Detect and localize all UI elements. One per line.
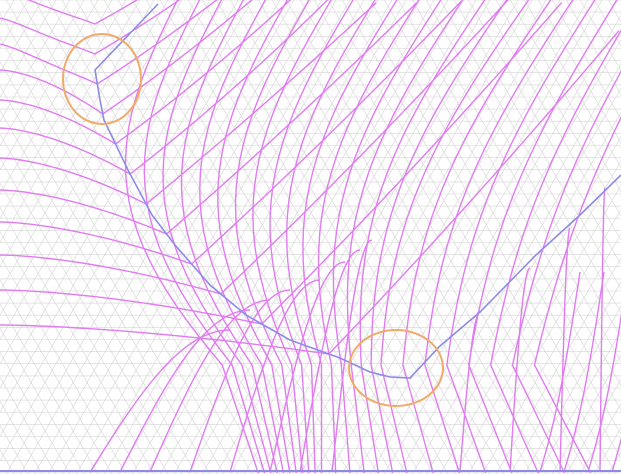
field-line-4 (0, 0, 292, 145)
field-line-22 (302, 0, 398, 473)
field-line-12 (124, 0, 259, 474)
field-line-40 (229, 279, 321, 473)
field-line-48 (539, 271, 581, 473)
field-line-38 (149, 299, 271, 473)
field-line-44 (459, 311, 481, 473)
field-line-14 (162, 0, 272, 474)
field-line-47 (599, 187, 606, 473)
field-line-10 (0, 1, 563, 325)
field-line-23 (317, 0, 420, 474)
field-line-39 (189, 289, 291, 473)
field-line-31 (446, 0, 596, 474)
interface-boundary (94, 3, 621, 379)
field-line-32 (467, 0, 618, 474)
field-line-18 (234, 0, 310, 474)
field-line-30 (424, 0, 574, 474)
field-line-5 (0, 0, 329, 175)
field-line-27 (370, 0, 508, 474)
field-line-3 (0, 0, 253, 115)
field-line-8 (0, 0, 463, 265)
highlight-circle-bottom-center (348, 329, 444, 407)
field-line-1 (0, 0, 181, 55)
field-line-26 (359, 0, 486, 474)
field-line-15 (180, 0, 278, 474)
field-line-37 (119, 309, 251, 473)
field-line-42 (299, 249, 361, 473)
field-line-21 (285, 0, 376, 474)
field-line-19 (252, 0, 332, 474)
field-line-25 (346, 0, 464, 474)
field-line-6 (0, 2, 377, 205)
field-line-17 (217, 0, 291, 474)
field-line-50 (587, 312, 621, 473)
field-line-36 (89, 329, 231, 473)
field-line-16 (199, 0, 285, 474)
field-line-45 (509, 267, 531, 473)
field-line-43 (331, 239, 373, 473)
field-line-34 (511, 69, 621, 474)
field-line-0 (26, 0, 139, 25)
field-line-28 (380, 0, 530, 474)
field-line-20 (269, 0, 354, 474)
field-line-41 (269, 261, 346, 473)
field-line-46 (559, 227, 571, 473)
highlight-circle-top-left (62, 33, 142, 125)
field-line-49 (563, 271, 605, 473)
field-line-13 (143, 0, 266, 474)
field-line-9 (0, 0, 509, 295)
field-line-51 (611, 437, 621, 473)
field-line-29 (402, 0, 552, 474)
